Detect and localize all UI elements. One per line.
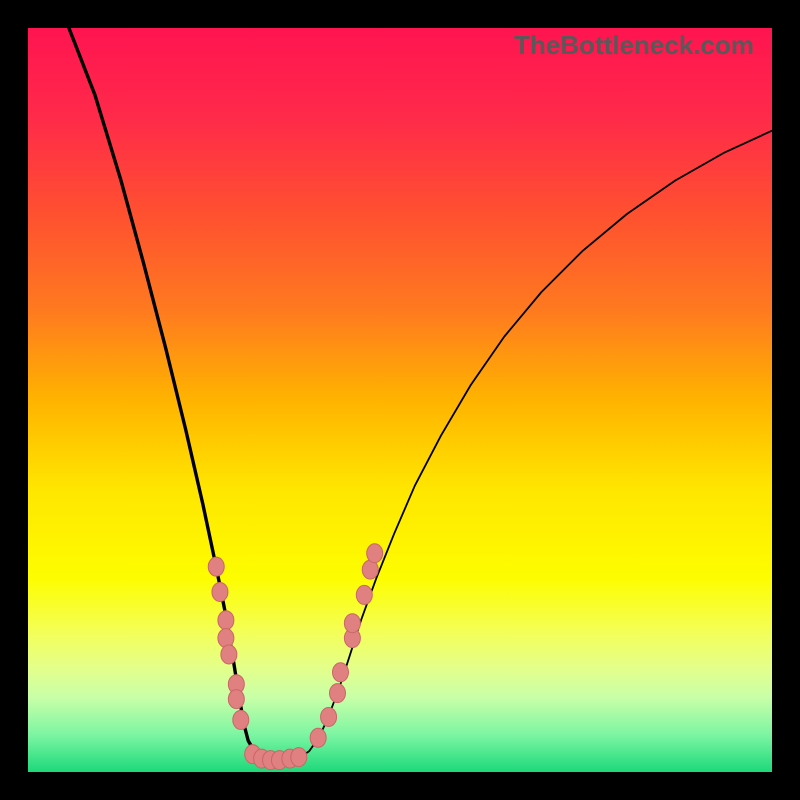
gradient-background: [28, 28, 772, 772]
data-marker: [208, 557, 224, 576]
data-marker: [330, 684, 346, 703]
data-marker: [218, 629, 234, 648]
data-marker: [344, 614, 360, 633]
data-marker: [218, 611, 234, 630]
plot-svg: [28, 28, 772, 772]
data-marker: [332, 663, 348, 682]
data-marker: [291, 748, 307, 767]
data-marker: [221, 645, 237, 664]
data-marker: [233, 710, 249, 729]
data-marker: [310, 728, 326, 747]
data-marker: [212, 582, 228, 601]
data-marker: [321, 707, 337, 726]
data-marker: [356, 585, 372, 604]
plot-area: [28, 28, 772, 772]
chart-frame: TheBottleneck.com: [0, 0, 800, 800]
data-marker: [228, 690, 244, 709]
watermark-text: TheBottleneck.com: [514, 30, 754, 61]
data-marker: [367, 544, 383, 563]
